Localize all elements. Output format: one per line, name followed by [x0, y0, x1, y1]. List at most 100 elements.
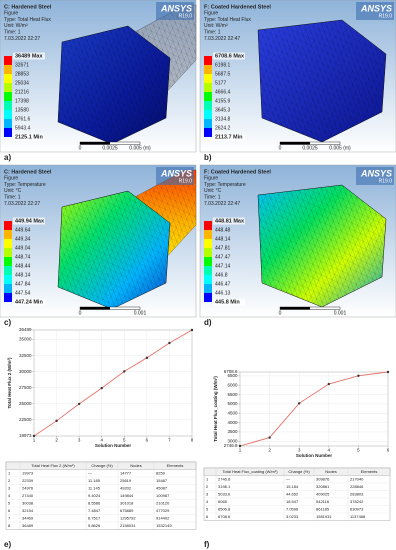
y-tick-label: 22500	[19, 417, 32, 422]
table-header: Total Heat Flux 2 (W/m²)	[31, 463, 75, 468]
brand-box	[156, 167, 194, 185]
legend-band	[4, 266, 12, 275]
scale-label: 0	[279, 310, 282, 316]
table-cell: 45087	[156, 485, 168, 490]
panel-label: a)	[4, 153, 11, 162]
scale-bar-half	[280, 307, 310, 310]
table-cell: 3	[206, 491, 209, 496]
x-tick-label: 1	[239, 448, 242, 453]
table-cell: 6065	[218, 499, 228, 504]
table-cell: 861185	[316, 506, 330, 511]
table-cell: 4	[8, 493, 11, 498]
panel-figure: Figure	[4, 11, 18, 17]
legend-band	[204, 248, 212, 257]
table-cell: 6708.6	[218, 514, 231, 519]
table-cell: 3198.1	[218, 484, 231, 489]
table-cell: 24976	[22, 485, 34, 490]
data-point	[77, 402, 81, 406]
panel-type: Type: Total Heat Flux	[204, 17, 251, 23]
table-cell: 8259	[156, 470, 166, 475]
scale-label: 0.001	[134, 310, 147, 316]
y-tick-label: 5500	[227, 392, 238, 397]
table-cell: 3	[8, 485, 11, 490]
brand-box	[356, 2, 394, 20]
legend-label: 17398	[15, 98, 29, 104]
legend-band	[204, 284, 212, 293]
x-tick-label: 4	[100, 438, 103, 443]
legend-label: 5177	[215, 80, 226, 86]
data-point	[238, 444, 242, 448]
panel-unit: Unit: °C	[204, 188, 222, 194]
table-cell: 217040	[350, 476, 364, 481]
legend-band	[204, 101, 212, 110]
table-cell: 19973	[22, 470, 34, 475]
legend-band	[4, 230, 12, 239]
legend-band	[4, 74, 12, 83]
data-point	[357, 374, 360, 377]
legend-label: 4666.4	[215, 89, 231, 95]
data-point	[32, 434, 36, 438]
legend-band	[204, 56, 212, 65]
y-tick-label: 35000	[19, 337, 32, 342]
table-cell: 32154	[22, 508, 34, 513]
legend-label-box	[213, 133, 245, 141]
panel-time: Time: 1	[4, 30, 21, 36]
table-cell: 542116	[316, 499, 330, 504]
table-cell: 309876	[316, 476, 330, 481]
legend-band	[204, 92, 212, 101]
legend-band	[204, 293, 212, 302]
table-cell: 210120	[156, 500, 170, 505]
legend-band	[204, 239, 212, 248]
legend-band	[4, 128, 12, 137]
table-cell: 7	[8, 515, 11, 520]
legend-band	[4, 284, 12, 293]
legend-label: 448.81 Max	[215, 218, 245, 224]
legend-label: 3645.3	[215, 107, 231, 113]
panel-time: Time: 1	[204, 195, 221, 201]
legend-label: 447.84	[15, 281, 31, 287]
panel-label: b)	[204, 153, 212, 162]
legend-label: 449.64	[15, 227, 31, 233]
legend-band	[4, 110, 12, 119]
panel-label: d)	[204, 318, 212, 327]
scale-label: 0.001	[334, 310, 347, 316]
legend-band	[204, 221, 212, 230]
table-cell: 1137468	[350, 514, 366, 519]
legend-band	[204, 74, 212, 83]
x-tick-label: 5	[357, 448, 360, 453]
table-cell: —	[88, 470, 92, 475]
table-cell: 5033.6	[218, 491, 231, 496]
scale-bar-half	[80, 307, 110, 310]
table-cell: 2746.8	[218, 476, 231, 481]
table-header: Elements	[167, 463, 184, 468]
table-cell: 36489	[22, 523, 34, 528]
table-cell: 14777	[120, 470, 132, 475]
x-axis-label: Solution Number	[296, 453, 332, 458]
legend-label: 447.14	[215, 263, 231, 269]
legend-label-box	[213, 52, 245, 60]
x-tick-label: 7	[168, 438, 171, 443]
scale-label: 0.0025	[102, 145, 118, 151]
data-point	[55, 419, 58, 423]
legend-label: 447.24 Min	[15, 299, 43, 305]
table-cell: 5	[8, 500, 11, 505]
scale-bar-half	[80, 142, 110, 145]
version: R19.0	[379, 178, 393, 184]
legend-band	[204, 110, 212, 119]
y-tick-label: 6500	[227, 373, 238, 378]
y-tick-label: 4500	[227, 410, 238, 415]
y-tick-label: 5000	[227, 401, 238, 406]
brand: ANSYS	[160, 3, 192, 13]
table-cell: 320861	[316, 484, 330, 489]
table-cell: 4	[206, 499, 209, 504]
panel-time: Time: 1	[4, 195, 21, 201]
scale-bar-half	[280, 142, 310, 145]
legend-label-box	[13, 298, 45, 306]
legend-label: 448.48	[215, 227, 231, 233]
table-cell: 34469	[22, 515, 34, 520]
legend-band	[4, 119, 12, 128]
table-cell: 15.184	[286, 484, 299, 489]
table-cell: 9.4024	[88, 493, 101, 498]
